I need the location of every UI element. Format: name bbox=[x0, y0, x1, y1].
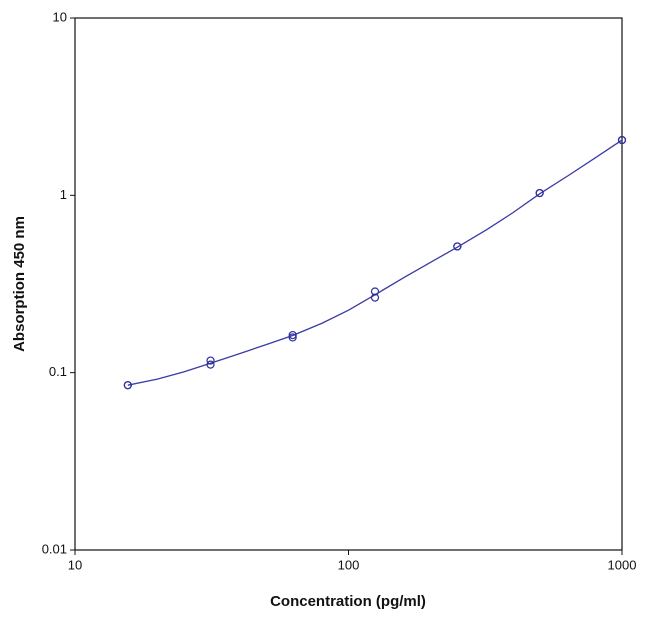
data-point bbox=[206, 356, 215, 365]
plot-frame bbox=[74, 17, 623, 551]
y-tick-label: 10 bbox=[53, 9, 67, 24]
data-point bbox=[370, 287, 380, 296]
data-point bbox=[453, 242, 462, 251]
y-tick-label: 0.01 bbox=[42, 541, 67, 556]
data-point bbox=[288, 333, 297, 342]
y-axis-title: Absorption 450 nm bbox=[11, 216, 28, 352]
x-tick-label: 10 bbox=[68, 557, 82, 572]
data-point bbox=[206, 360, 215, 369]
data-point bbox=[123, 381, 132, 390]
data-point bbox=[535, 188, 544, 198]
data-point bbox=[370, 293, 380, 302]
data-point bbox=[288, 330, 297, 340]
fit-curve bbox=[127, 139, 623, 386]
y-tick-label: 1 bbox=[60, 187, 67, 202]
x-tick-label: 100 bbox=[338, 557, 360, 572]
x-axis-title: Concentration (pg/ml) bbox=[270, 593, 426, 610]
x-tick-label: 1000 bbox=[608, 557, 637, 572]
y-tick-label: 0.1 bbox=[49, 364, 67, 379]
data-point bbox=[617, 135, 627, 145]
